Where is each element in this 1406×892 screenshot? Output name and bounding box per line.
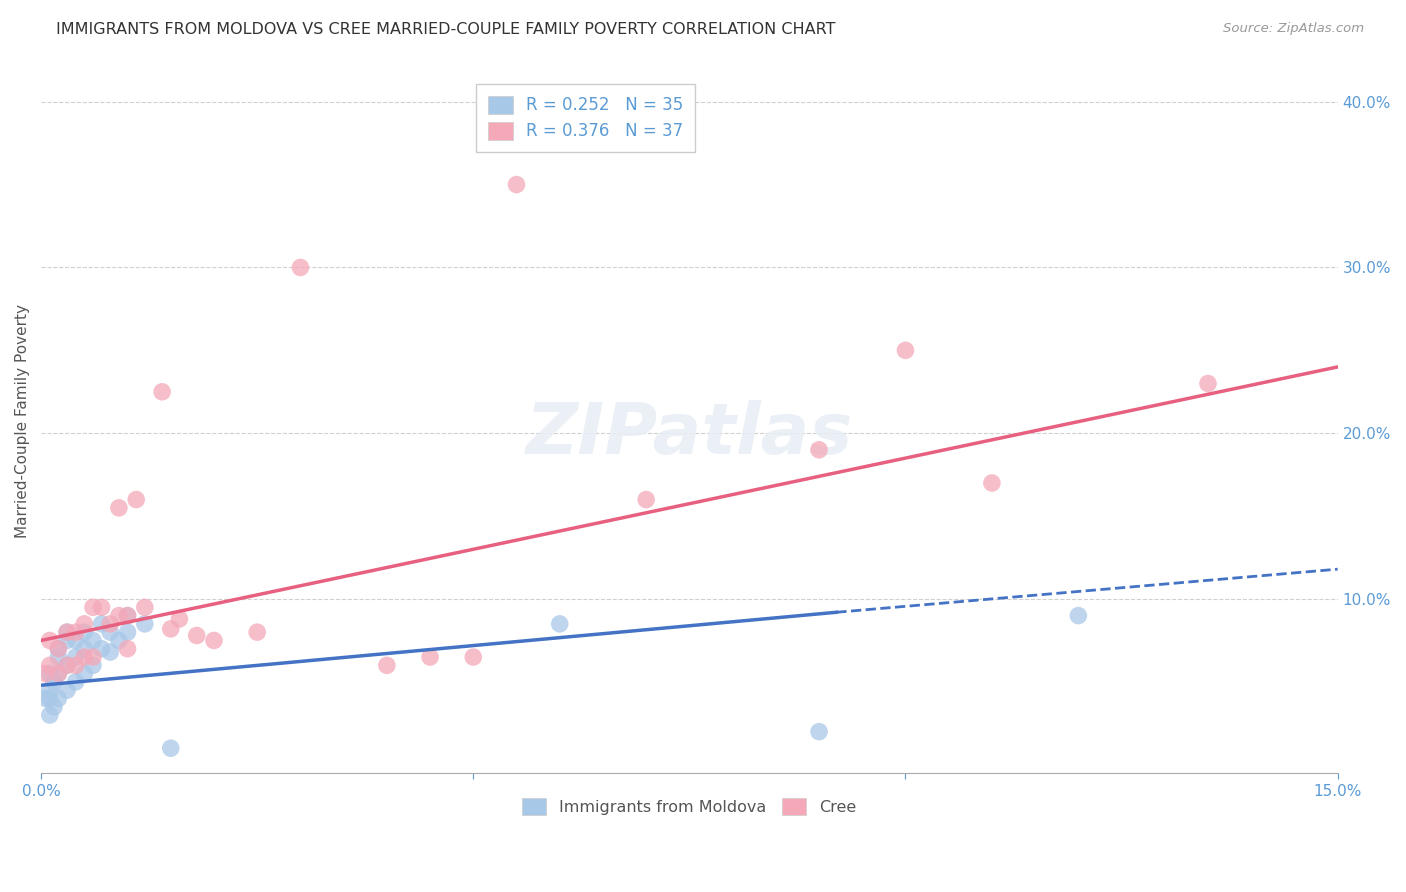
Point	[38, 658, 60, 673]
Point	[65, 658, 87, 673]
Point	[117, 625, 139, 640]
Point	[90, 600, 112, 615]
Point	[34, 691, 56, 706]
Point	[56, 658, 79, 673]
Point	[73, 616, 96, 631]
Point	[56, 683, 79, 698]
Point	[48, 641, 70, 656]
Point	[82, 600, 104, 615]
Point	[290, 260, 312, 275]
Point	[90, 616, 112, 631]
Text: ZIPatlas: ZIPatlas	[526, 401, 853, 469]
Point	[186, 628, 208, 642]
Point	[159, 741, 181, 756]
Point	[48, 666, 70, 681]
Point	[56, 658, 79, 673]
Point	[808, 442, 831, 457]
Point	[808, 724, 831, 739]
Legend: Immigrants from Moldova, Cree: Immigrants from Moldova, Cree	[513, 789, 866, 825]
Point	[38, 683, 60, 698]
Point	[463, 650, 485, 665]
Point	[56, 625, 79, 640]
Point	[82, 633, 104, 648]
Point	[73, 666, 96, 681]
Point	[246, 625, 269, 640]
Point	[117, 608, 139, 623]
Text: IMMIGRANTS FROM MOLDOVA VS CREE MARRIED-COUPLE FAMILY POVERTY CORRELATION CHART: IMMIGRANTS FROM MOLDOVA VS CREE MARRIED-…	[56, 22, 835, 37]
Point	[82, 658, 104, 673]
Point	[117, 641, 139, 656]
Point	[56, 625, 79, 640]
Point	[82, 650, 104, 665]
Point	[56, 633, 79, 648]
Point	[894, 343, 917, 358]
Point	[34, 666, 56, 681]
Point	[65, 625, 87, 640]
Y-axis label: Married-Couple Family Poverty: Married-Couple Family Poverty	[15, 304, 30, 538]
Point	[42, 674, 65, 689]
Point	[150, 384, 173, 399]
Point	[159, 622, 181, 636]
Point	[65, 633, 87, 648]
Point	[42, 699, 65, 714]
Point	[48, 641, 70, 656]
Point	[108, 633, 131, 648]
Point	[38, 633, 60, 648]
Point	[505, 178, 527, 192]
Point	[73, 641, 96, 656]
Point	[117, 608, 139, 623]
Point	[1067, 608, 1090, 623]
Point	[1197, 376, 1219, 391]
Point	[375, 658, 398, 673]
Point	[134, 616, 156, 631]
Point	[980, 475, 1002, 490]
Point	[419, 650, 441, 665]
Point	[38, 708, 60, 723]
Point	[38, 666, 60, 681]
Point	[134, 600, 156, 615]
Point	[108, 500, 131, 515]
Point	[73, 625, 96, 640]
Point	[125, 492, 148, 507]
Point	[65, 650, 87, 665]
Point	[202, 633, 225, 648]
Point	[548, 616, 571, 631]
Point	[90, 641, 112, 656]
Text: Source: ZipAtlas.com: Source: ZipAtlas.com	[1223, 22, 1364, 36]
Point	[65, 674, 87, 689]
Point	[38, 691, 60, 706]
Point	[169, 612, 191, 626]
Point	[636, 492, 658, 507]
Point	[108, 608, 131, 623]
Point	[48, 666, 70, 681]
Point	[48, 691, 70, 706]
Point	[48, 650, 70, 665]
Point	[98, 616, 121, 631]
Point	[98, 645, 121, 659]
Point	[73, 650, 96, 665]
Point	[98, 625, 121, 640]
